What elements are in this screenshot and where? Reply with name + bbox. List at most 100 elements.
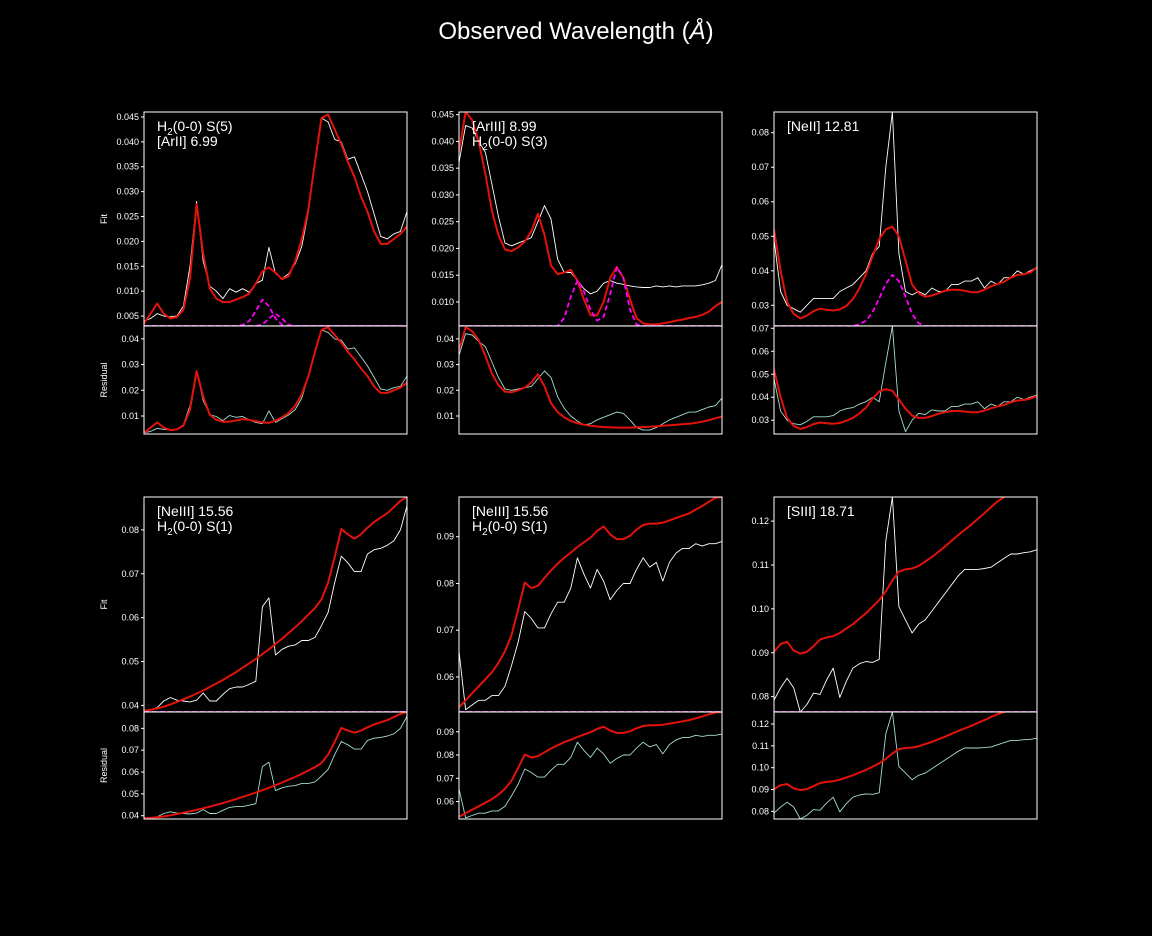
series-fit-1 [459,497,722,708]
y-tick-label: 0.03 [751,415,769,425]
y-axis-label: Residual [99,362,109,397]
y-tick-label: 0.04 [751,392,769,402]
series-fit-1 [459,712,722,818]
y-tick-label: 0.045 [431,110,454,120]
y-tick-label: 0.04 [121,811,139,821]
y-tick-label: 0.06 [436,672,454,682]
y-tick-label: 0.06 [121,767,139,777]
line-label: [ArII] 6.99 [157,133,218,149]
axes-frame [458,711,723,820]
line-label: [NeIII] 15.56 [472,503,548,519]
axes-frame [773,496,1038,713]
y-tick-label: 0.02 [436,385,454,395]
series-fit-1 [774,369,1037,430]
y-axis-label: Residual [99,748,109,783]
y-tick-label: 0.07 [751,323,769,333]
line-label: H2(0-0) S(1) [472,518,548,538]
y-tick-label: 0.04 [436,334,454,344]
series-residual-0 [459,333,722,431]
y-tick-label: 0.010 [431,297,454,307]
series-data-0 [144,505,407,712]
series-component-2 [459,266,722,326]
series-data-0 [459,540,722,711]
y-tick-label: 0.030 [431,190,454,200]
y-tick-label: 0.045 [116,112,139,122]
line-label: [SIII] 18.71 [787,503,855,519]
y-tick-label: 0.05 [751,369,769,379]
panel-bottom-right-residual: 0.08 0.09 0.10 0.11 0.12 [751,711,1038,820]
y-tick-label: 0.025 [431,217,454,227]
line-label: H2(0-0) S(5) [157,118,233,138]
y-tick-label: 0.07 [121,569,139,579]
y-tick-label: 0.01 [121,411,139,421]
series-fit-1 [144,326,407,434]
y-tick-label: 0.020 [116,236,139,246]
y-tick-label: 0.12 [751,719,769,729]
y-tick-label: 0.03 [436,360,454,370]
y-tick-label: 0.09 [436,532,454,542]
y-tick-label: 0.030 [116,187,139,197]
line-label: H2(0-0) S(3) [472,133,548,153]
y-tick-label: 0.08 [121,525,139,535]
y-tick-label: 0.03 [751,300,769,310]
axes-frame [143,711,408,820]
y-tick-label: 0.07 [436,625,454,635]
y-tick-label: 0.06 [751,197,769,207]
y-tick-label: 0.04 [751,266,769,276]
y-tick-label: 0.08 [121,723,139,733]
series-fit-1 [774,225,1037,320]
y-tick-label: 0.06 [436,797,454,807]
series-fit-1 [144,712,407,819]
series-component-2 [774,274,1037,326]
y-tick-label: 0.08 [751,128,769,138]
y-tick-label: 0.05 [121,789,139,799]
series-residual-0 [774,326,1037,433]
panel-bottom-left-fit: 0.04 0.05 0.06 0.07 0.08 Fit [NeIII] 15.56H2(0… [99,496,408,713]
panel-bottom-left-residual: 0.04 0.05 0.06 0.07 0.08 Residual [99,711,408,821]
y-tick-label: 0.08 [436,750,454,760]
y-tick-label: 0.04 [121,700,139,710]
series-fit-1 [774,712,1008,791]
y-tick-label: 0.040 [431,136,454,146]
y-tick-label: 0.020 [431,243,454,253]
y-tick-label: 0.12 [751,516,769,526]
axes-frame [773,711,1038,820]
y-tick-label: 0.005 [116,311,139,321]
axes-frame [458,325,723,435]
figure-title: Observed Wavelength (Å) [438,18,714,45]
series-fit-1 [774,497,1006,655]
y-tick-label: 0.02 [121,385,139,395]
panel-top-left-fit: 0.005 0.010 0.015 0.020 0.025 0.030 0.035 0.040… [99,111,408,327]
y-tick-label: 0.09 [751,648,769,658]
series-component-3 [144,312,407,326]
y-tick-label: 0.07 [436,773,454,783]
line-label: H2(0-0) S(1) [157,518,233,538]
y-tick-label: 0.07 [751,162,769,172]
y-axis-label: Fit [99,599,109,609]
y-tick-label: 0.10 [751,763,769,773]
panel-bottom-middle-residual: 0.06 0.07 0.08 0.09 [436,711,723,820]
series-fit-1 [459,112,722,326]
y-tick-label: 0.025 [116,212,139,222]
y-tick-label: 0.05 [121,657,139,667]
series-component-2 [144,298,407,326]
y-tick-label: 0.015 [431,270,454,280]
panel-top-right-residual: 0.03 0.04 0.05 0.06 0.07 [751,323,1038,435]
panel-top-right-fit: 0.03 0.04 0.05 0.06 0.07 0.08 [NeII] 12.81 [751,111,1038,327]
y-tick-label: 0.09 [436,727,454,737]
series-residual-0 [144,716,407,819]
series-residual-0 [144,329,407,434]
line-label: [ArIII] 8.99 [472,118,537,134]
y-tick-label: 0.08 [751,692,769,702]
axes-frame [773,111,1038,327]
series-data-0 [459,124,722,295]
axes-frame [143,325,408,435]
panel-bottom-right-fit: 0.08 0.09 0.10 0.11 0.12 [SIII] 18.71 [751,496,1038,713]
y-tick-label: 0.11 [752,741,769,751]
y-tick-label: 0.01 [436,411,454,421]
line-label: [NeII] 12.81 [787,118,860,134]
y-tick-label: 0.035 [431,163,454,173]
y-tick-label: 0.08 [436,578,454,588]
